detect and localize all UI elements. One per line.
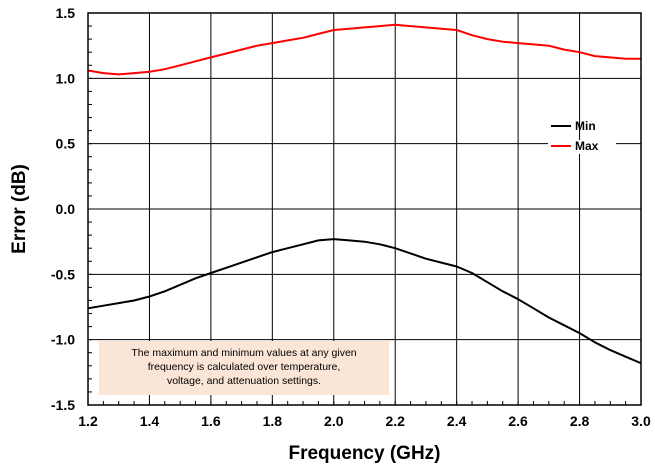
y-tick-label: 0.0 xyxy=(56,201,76,217)
series-group xyxy=(87,23,642,365)
legend-bg-min xyxy=(548,140,616,154)
y-tick-label: 1.0 xyxy=(56,70,76,86)
x-tick-label: 2.0 xyxy=(324,413,344,429)
x-tick-label: 2.6 xyxy=(508,413,528,429)
series-line-max xyxy=(87,23,641,76)
x-tick-label: 2.4 xyxy=(447,413,467,429)
y-tick-label: -1.5 xyxy=(51,397,75,413)
annotation-line-1: The maximum and minimum values at any gi… xyxy=(131,347,357,359)
annotation-line-2: frequency is calculated over temperature… xyxy=(147,361,341,373)
y-tick-label: -0.5 xyxy=(51,266,75,282)
x-tick-label: 2.2 xyxy=(385,413,405,429)
annotation-box: The maximum and minimum values at any gi… xyxy=(99,341,389,395)
legend: Min Max xyxy=(548,119,616,154)
y-tick-label: 0.5 xyxy=(56,136,76,152)
x-tick-label: 1.6 xyxy=(201,413,221,429)
y-tick-labels: 1.5 1.0 0.5 0.0 -0.5 -1.0 -1.5 xyxy=(51,5,75,413)
x-axis-title: Frequency (GHz) xyxy=(288,443,440,464)
x-tick-label: 3.0 xyxy=(631,413,651,429)
y-tick-label: -1.0 xyxy=(51,332,75,348)
series-line-min xyxy=(87,238,642,365)
x-tick-label: 1.4 xyxy=(140,413,160,429)
legend-label-max: Max xyxy=(575,139,599,153)
y-axis-title: Error (dB) xyxy=(9,164,30,254)
x-tick-labels: 1.2 1.4 1.6 1.8 2.0 2.2 2.4 2.6 2.8 3.0 xyxy=(78,413,651,429)
annotation-line-3: voltage, and attenuation settings. xyxy=(166,375,322,387)
x-tick-label: 1.8 xyxy=(263,413,283,429)
legend-label-min: Min xyxy=(575,119,596,133)
x-tick-label: 2.8 xyxy=(570,413,590,429)
y-tick-label: 1.5 xyxy=(56,5,76,21)
x-tick-label: 1.2 xyxy=(78,413,98,429)
plot-border xyxy=(87,12,642,406)
